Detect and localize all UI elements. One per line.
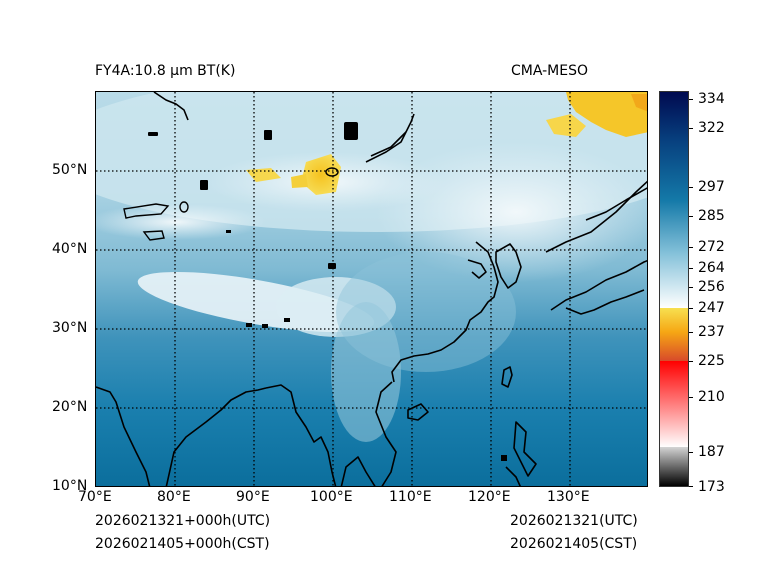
valid-time-cst: 2026021405(CST) [510, 536, 638, 552]
x-tick-120e: 120°E [468, 489, 511, 505]
y-tick-40n: 40°N [52, 241, 88, 257]
cb-label-173: 173 [698, 479, 725, 495]
cb-tick-mark [689, 268, 693, 269]
chart-title-left: FY4A:10.8 μm BT(K) [95, 63, 236, 79]
cb-tick-mark [689, 99, 693, 100]
y-tick-10n: 10°N [52, 478, 88, 494]
y-tick-20n: 20°N [52, 399, 88, 415]
cb-label-272: 272 [698, 239, 725, 255]
cb-label-210: 210 [698, 389, 725, 405]
y-tick-30n: 30°N [52, 320, 88, 336]
cb-tick-mark [689, 187, 693, 188]
colorbar [659, 91, 689, 487]
x-tick-110e: 110°E [389, 489, 432, 505]
x-tick-100e: 100°E [310, 489, 353, 505]
x-tick-90e: 90°E [236, 489, 270, 505]
cb-label-285: 285 [698, 208, 725, 224]
y-tick-50n: 50°N [52, 162, 88, 178]
cb-label-322: 322 [698, 120, 725, 136]
cb-label-237: 237 [698, 324, 725, 340]
valid-time-utc: 2026021321(UTC) [510, 513, 638, 529]
satellite-map [95, 91, 648, 487]
cb-label-225: 225 [698, 353, 725, 369]
init-time-cst: 2026021405+000h(CST) [95, 536, 270, 552]
init-time-utc: 2026021321+000h(UTC) [95, 513, 271, 529]
cb-tick-mark [689, 308, 693, 309]
cb-tick-mark [689, 216, 693, 217]
cb-tick-mark [689, 486, 693, 487]
cb-label-334: 334 [698, 91, 725, 107]
x-tick-70e: 70°E [78, 489, 112, 505]
x-tick-130e: 130°E [547, 489, 590, 505]
cb-label-187: 187 [698, 444, 725, 460]
cb-tick-mark [689, 287, 693, 288]
cb-label-247: 247 [698, 300, 725, 316]
cb-tick-mark [689, 361, 693, 362]
cb-label-264: 264 [698, 260, 725, 276]
cb-tick-mark [689, 452, 693, 453]
chart-title-right: CMA-MESO [511, 63, 589, 79]
cb-label-256: 256 [698, 279, 725, 295]
cb-label-297: 297 [698, 179, 725, 195]
cb-tick-mark [689, 397, 693, 398]
cb-tick-mark [689, 247, 693, 248]
cb-tick-mark [689, 332, 693, 333]
x-tick-80e: 80°E [157, 489, 191, 505]
cb-tick-mark [689, 128, 693, 129]
